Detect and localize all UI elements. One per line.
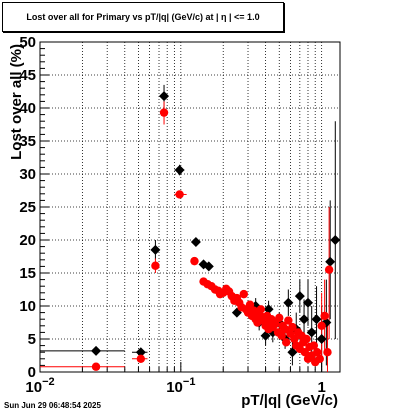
data-point-red <box>281 338 291 347</box>
data-point-red <box>239 289 248 299</box>
data-point-black <box>91 345 102 356</box>
data-point-red <box>256 305 266 314</box>
y-tick-label: 20 <box>19 232 36 249</box>
data-point-red <box>151 261 160 270</box>
data-point-red <box>315 354 324 363</box>
data-point-red <box>323 348 332 357</box>
x-tick-label: 10−1 <box>166 376 195 396</box>
y-tick-label: 5 <box>28 331 36 348</box>
x-tick-label-exponent: −1 <box>183 376 196 388</box>
data-point-black <box>150 244 161 255</box>
timestamp: Sun Jun 29 06:48:54 2025 <box>4 401 101 410</box>
data-point-red <box>317 321 326 330</box>
data-point-red <box>320 311 329 321</box>
y-tick-label: 45 <box>19 67 36 84</box>
x-tick-label-base: 1 <box>317 379 325 396</box>
x-tick-label: 1 <box>317 379 325 396</box>
data-point-red <box>91 362 101 371</box>
data-point-black <box>302 297 313 308</box>
data-point-black <box>306 327 317 338</box>
data-point-red <box>313 348 322 357</box>
data-point-red <box>275 313 284 323</box>
y-tick-label: 30 <box>19 166 36 183</box>
data-point-black <box>174 165 185 176</box>
data-point-red <box>288 322 297 332</box>
data-point-red <box>245 300 255 309</box>
data-point-black <box>325 256 336 267</box>
data-markers <box>91 91 341 371</box>
y-tick-label: 25 <box>19 199 36 216</box>
data-point-black <box>311 314 322 325</box>
y-tick-label: 35 <box>19 133 36 150</box>
data-point-red <box>175 190 184 199</box>
x-axis-title: pT/|q| (GeV/c) <box>241 392 338 409</box>
data-point-red <box>290 334 299 344</box>
data-point-black <box>316 334 327 344</box>
y-axis-title: Lost over all (%) <box>8 44 25 160</box>
y-tick-label: 10 <box>19 298 36 315</box>
data-point-black <box>135 347 146 358</box>
y-tick-label: 15 <box>19 265 36 282</box>
data-point-black <box>263 304 274 315</box>
data-point-black <box>294 291 305 302</box>
data-point-red <box>277 331 286 340</box>
data-point-black <box>159 91 170 102</box>
data-point-black <box>330 235 341 245</box>
data-point-red <box>284 316 293 325</box>
data-point-red <box>159 108 169 117</box>
y-tick-label: 40 <box>19 100 36 117</box>
y-tick-label: 50 <box>19 34 36 51</box>
x-tick-label-base: 10 <box>25 379 42 396</box>
data-point-black <box>283 297 294 308</box>
y-tick-label: 0 <box>28 364 36 381</box>
data-point-red <box>324 265 334 274</box>
data-point-black <box>203 261 214 272</box>
data-point-red <box>302 334 311 344</box>
chart-title: Lost over all for Primary vs pT/|q| (GeV… <box>26 12 260 22</box>
data-point-black <box>299 314 310 325</box>
chart-title-box: Lost over all for Primary vs pT/|q| (GeV… <box>2 2 284 32</box>
data-point-black <box>287 347 298 358</box>
data-point-red <box>190 256 199 266</box>
data-point-red <box>136 354 146 363</box>
data-point-black <box>190 236 201 247</box>
data-point-red <box>309 341 319 350</box>
x-tick-label: 10−2 <box>25 376 54 396</box>
x-tick-label-exponent: −2 <box>42 376 55 388</box>
x-tick-label-base: 10 <box>166 379 183 396</box>
